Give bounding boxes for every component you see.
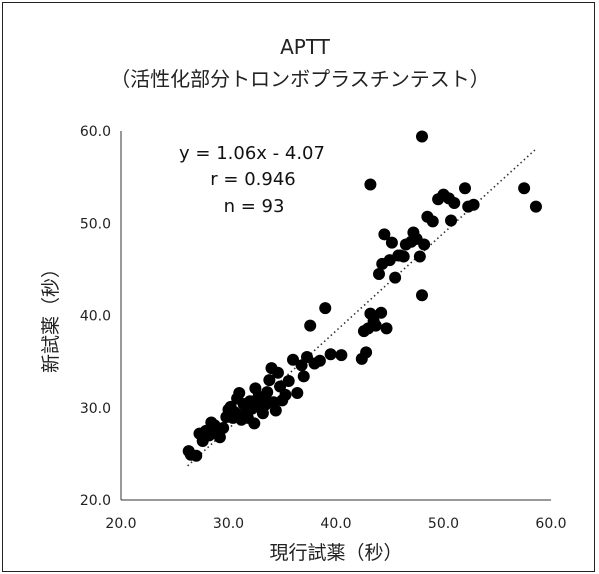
trendline [187,149,536,467]
data-point [313,354,326,367]
data-points [182,130,542,462]
annotation-n: n = 93 [224,196,285,217]
trendline-group [187,149,536,467]
data-point [378,228,391,241]
x-tick-label: 60.0 [535,516,566,532]
data-point [467,198,480,211]
chart-subtitle: （活性化部分トロンボプラスチンテスト） [110,67,490,91]
data-point [416,130,428,143]
data-point [518,182,531,195]
data-point [385,236,398,249]
data-point [279,388,292,401]
data-point [448,196,461,209]
data-point [324,348,337,361]
y-tick-label: 60.0 [80,124,111,140]
chart-title: APTT [280,35,331,59]
data-point [304,319,317,332]
data-point [271,366,284,379]
data-point [263,374,276,387]
data-point [319,302,332,315]
data-point [248,417,261,430]
data-point [217,422,230,435]
data-point [445,214,458,227]
data-point [459,182,471,195]
data-point [297,370,310,383]
data-point [375,306,388,319]
data-point [213,431,226,444]
data-point [416,289,428,302]
annotation-r: r = 0.946 [210,169,295,190]
x-tick-label: 20.0 [105,516,136,532]
data-point [282,374,295,387]
axes [120,131,551,501]
data-point [364,178,377,191]
data-point [426,215,439,228]
tick-labels: 20.0 30.0 40.0 50.0 60.0 20.0 30.0 40.0 50.0 60.0 [80,124,567,532]
data-point [360,346,373,359]
data-point [291,386,304,399]
data-point [389,271,402,284]
data-point [287,353,299,366]
data-point [529,200,542,213]
x-tick-label: 40.0 [320,516,351,532]
scatter-chart: APTT （活性化部分トロンボプラスチンテスト） 20.0 30.0 40.0 50.… [40,35,567,564]
data-point [380,322,393,335]
data-point [190,449,203,462]
x-axis-label: 現行試薬（秒） [269,542,402,564]
data-point [233,386,246,399]
annotation-equation: y = 1.06x - 4.07 [179,143,325,164]
data-point [335,349,348,362]
y-tick-label: 50.0 [80,216,111,232]
data-point [373,267,385,280]
data-point [249,382,262,395]
data-point [418,238,431,251]
x-tick-label: 50.0 [428,516,459,532]
y-tick-label: 30.0 [80,401,111,417]
y-tick-label: 20.0 [80,493,111,509]
data-point [269,404,282,417]
x-tick-label: 30.0 [213,516,244,532]
data-point [260,393,273,406]
annotation-block: y = 1.06x - 4.07 r = 0.946 n = 93 [179,143,325,217]
data-point [413,250,426,263]
y-axis-label: 新試薬（秒） [40,259,62,373]
y-tick-label: 40.0 [80,309,111,325]
data-point [397,250,410,263]
data-point [369,319,382,332]
